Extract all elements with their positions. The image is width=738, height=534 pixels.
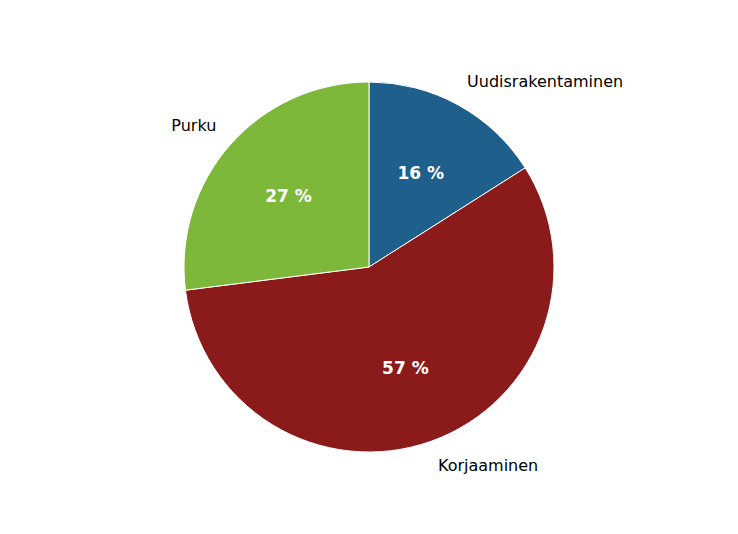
data-label: 27 % (265, 186, 312, 206)
data-label: 16 % (397, 163, 444, 183)
pie: 16 % 57 % 27 % Uudisrakentaminen Korjaaminen… (171, 72, 623, 475)
pie-slice (184, 82, 369, 290)
data-label: 57 % (382, 358, 429, 378)
labels: 16 % 57 % 27 % Uudisrakentaminen Korjaaminen… (171, 72, 623, 475)
category-label: Purku (171, 116, 216, 135)
category-label: Korjaaminen (438, 456, 538, 475)
category-label: Uudisrakentaminen (467, 72, 623, 91)
chart: 16 % 57 % 27 % Uudisrakentaminen Korjaaminen… (0, 0, 738, 534)
slices (184, 82, 554, 452)
